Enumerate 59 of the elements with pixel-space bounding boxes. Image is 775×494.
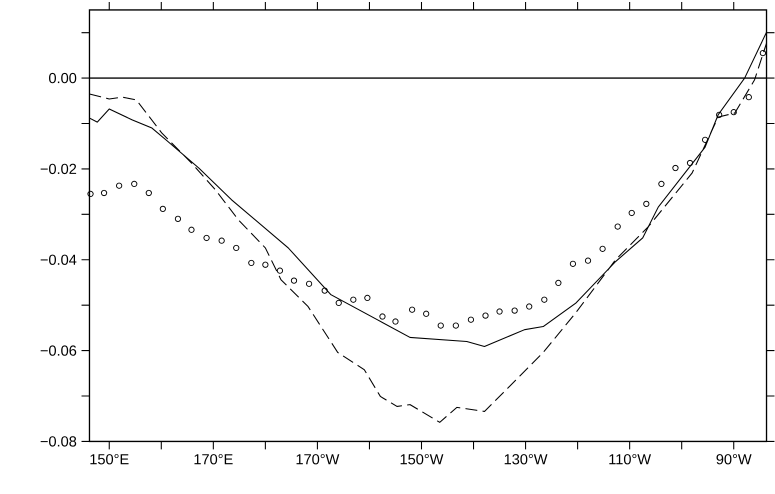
point [628, 210, 635, 216]
x-tick-label: 110°W [609, 454, 652, 464]
point [322, 287, 328, 294]
point [614, 223, 621, 230]
point [438, 322, 444, 329]
point [392, 318, 399, 325]
y-tick-label: 0.00 [49, 72, 76, 84]
point [100, 190, 108, 196]
x-tick-label: 150°E [90, 454, 129, 464]
point [599, 246, 606, 252]
point [146, 190, 152, 196]
point [131, 180, 138, 187]
point [306, 280, 312, 287]
point [584, 257, 592, 264]
point [276, 267, 284, 274]
x-tick-label: 170°E [194, 454, 233, 464]
point [468, 316, 474, 323]
point [350, 296, 356, 303]
point [423, 310, 430, 317]
point [188, 226, 195, 233]
y-tick-label: −0.06 [40, 345, 76, 356]
point [760, 50, 766, 56]
point [174, 216, 182, 222]
point [555, 280, 562, 286]
x-tick-label: 170°W [296, 454, 340, 464]
x-tick-label: 150°W [400, 454, 444, 464]
point [570, 260, 576, 267]
point [87, 190, 94, 197]
x-tick-label: 130°W [504, 454, 548, 464]
point [716, 112, 722, 118]
point [379, 313, 386, 320]
point [496, 308, 503, 315]
point [730, 108, 737, 116]
point [218, 238, 225, 244]
point [686, 160, 694, 166]
point [409, 306, 416, 313]
point [203, 234, 210, 242]
point [541, 296, 548, 303]
y-tick-label: −0.02 [40, 164, 76, 174]
point [526, 303, 532, 310]
point [248, 260, 254, 266]
point [658, 180, 665, 187]
point [702, 136, 708, 143]
point [233, 244, 240, 252]
point [116, 182, 122, 189]
point [290, 277, 298, 284]
x-tick-label: 90°W [716, 454, 752, 464]
point [160, 206, 166, 212]
point [452, 322, 459, 329]
y-tick-label: −0.04 [40, 254, 76, 265]
point [643, 200, 650, 207]
point [262, 262, 268, 268]
point [482, 312, 489, 319]
point [672, 164, 679, 172]
point [746, 94, 752, 100]
point [364, 294, 370, 301]
point [336, 300, 342, 306]
y-tick-label: −0.08 [40, 436, 76, 447]
point [512, 307, 518, 314]
